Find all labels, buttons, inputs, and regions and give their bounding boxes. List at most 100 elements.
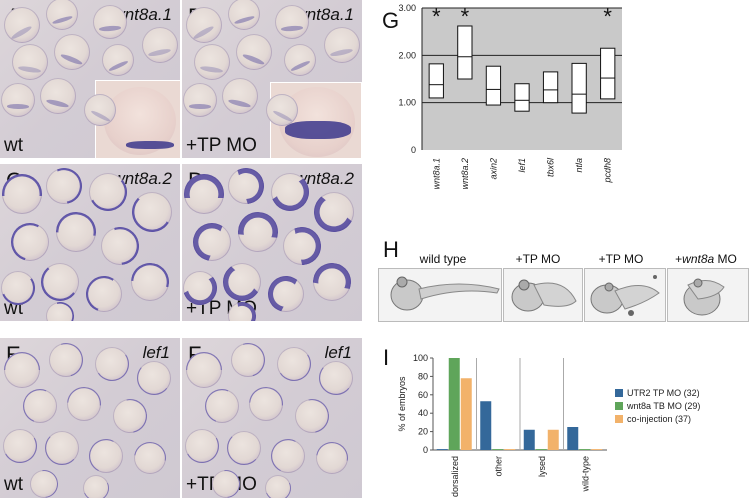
bar-chart-i: 0 20 40 60 80 100 % of embryos dorsalized other l… [397, 353, 700, 497]
embryo [223, 263, 261, 301]
panel-letter-i: I [383, 345, 390, 370]
legend-label: co-injection (37) [627, 414, 691, 424]
embryo [134, 442, 166, 474]
embryo [1, 83, 35, 117]
embryo [84, 94, 116, 126]
embryo [183, 83, 217, 117]
embryo [314, 192, 354, 232]
box [514, 83, 530, 112]
panel-letter-g: G [382, 8, 400, 33]
embryo-wild-type [378, 268, 502, 322]
x-tick-label: lef1 [517, 158, 527, 173]
embryo [265, 475, 291, 498]
bar [579, 449, 591, 450]
legend-label: wnt8a TB MO (29) [626, 401, 700, 411]
embryo [228, 0, 260, 30]
embryo-tp-mo-1 [503, 268, 583, 322]
y-axis-label: % of embryos [397, 376, 407, 432]
embryo [186, 7, 222, 43]
box [571, 62, 587, 114]
embryo [86, 276, 122, 312]
legend-swatch [615, 389, 623, 397]
embryo [46, 168, 82, 204]
embryo [83, 475, 109, 498]
embryo [319, 361, 353, 395]
embryo [228, 302, 256, 321]
embryo [95, 347, 129, 381]
y-tick-label: 80 [418, 371, 428, 381]
embryo [46, 302, 74, 321]
x-tick-label: axin2 [488, 158, 498, 180]
x-tick-label: other [493, 456, 503, 477]
y-tick-label: 3.00 [398, 3, 416, 13]
bar [492, 449, 504, 450]
embryo [142, 27, 178, 63]
embryo [45, 431, 79, 465]
y-tick-label: 20 [418, 427, 428, 437]
bar [480, 401, 492, 450]
label-wild-type: wild type [419, 252, 467, 266]
embryo [271, 439, 305, 473]
embryo [268, 276, 304, 312]
y-tick-label: 0 [411, 145, 416, 155]
embryo [313, 263, 351, 301]
panel-e-image: E lef1 wt [0, 338, 180, 498]
panel-c-image: C wnt8a.2 wt [0, 164, 180, 321]
box [542, 71, 559, 104]
label-tp-mo-2: +TP MO [598, 252, 644, 266]
embryo [30, 470, 58, 498]
embryo [40, 78, 76, 114]
box [428, 63, 444, 99]
bar [591, 449, 603, 450]
gene-label: lef1 [324, 343, 352, 362]
bar [535, 449, 547, 450]
bar [436, 449, 448, 450]
embryo [316, 442, 348, 474]
bar [567, 427, 579, 450]
embryo [231, 343, 265, 377]
y-tick-label: 100 [413, 353, 428, 363]
embryo-wnt8a-mo [667, 268, 749, 322]
significance-asterisk: * [603, 4, 612, 29]
embryo [277, 347, 311, 381]
embryo [23, 389, 57, 423]
embryo [101, 227, 139, 265]
embryo-image-row: wild type +TP MO +TP MO +wnt8a MO [378, 252, 750, 322]
x-tick-label: dorsalized [450, 456, 460, 497]
embryo [283, 227, 321, 265]
x-tick-label: pcdh8 [603, 158, 613, 184]
embryo [228, 168, 264, 204]
x-tick-label: wnt8a.1 [431, 158, 441, 190]
embryo [113, 399, 147, 433]
gene-label: wnt8a.2 [294, 169, 354, 188]
embryo [2, 174, 42, 214]
embryo [12, 44, 48, 80]
bar [448, 358, 460, 450]
panel-b-image: B wnt8a.1 +TP MO [182, 0, 362, 158]
embryo [4, 352, 40, 388]
y-tick-label: 2.00 [398, 50, 416, 60]
embryo [41, 263, 79, 301]
embryo [185, 429, 219, 463]
embryo [236, 34, 272, 70]
legend-swatch [615, 415, 623, 423]
embryo [93, 5, 127, 39]
embryo [67, 387, 101, 421]
embryo [56, 212, 96, 252]
bar [523, 429, 535, 450]
gene-label: wnt8a.1 [112, 5, 172, 24]
bar [460, 378, 472, 450]
embryo [227, 431, 261, 465]
y-tick-label: 1.00 [398, 98, 416, 108]
x-tick-label: tbx6l [546, 157, 556, 177]
y-tick-label: 0 [423, 445, 428, 455]
embryo [89, 173, 127, 211]
plot-background [422, 8, 622, 150]
embryo [266, 94, 298, 126]
legend-label: UTR2 TP MO (32) [627, 388, 700, 398]
embryo [102, 44, 134, 76]
panel-a-image: A wnt8a.1 wt [0, 0, 180, 158]
embryo [222, 78, 258, 114]
embryo [275, 5, 309, 39]
box [600, 47, 616, 100]
